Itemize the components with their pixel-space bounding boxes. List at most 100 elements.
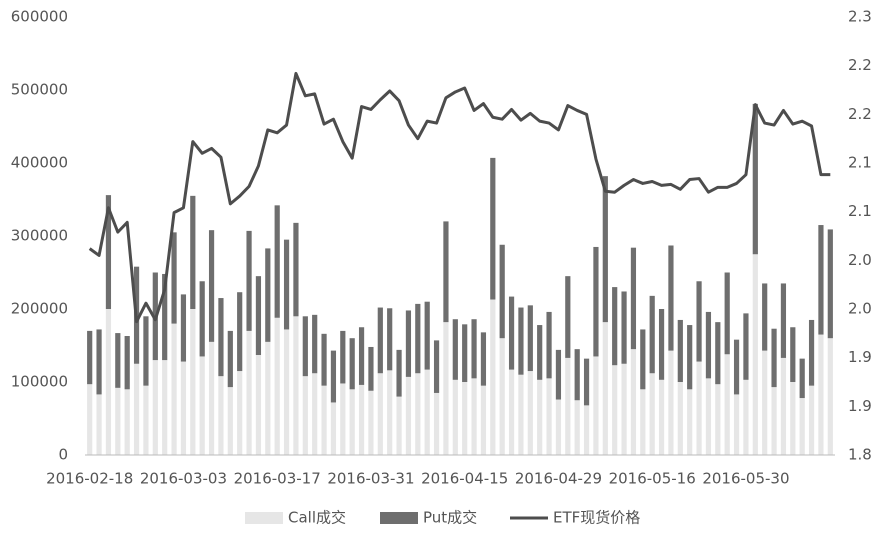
bar (780, 357, 787, 455)
bar (583, 405, 590, 455)
legend-swatch (380, 512, 418, 524)
bar (293, 316, 299, 455)
y2-tick-label: 1.9 (848, 348, 872, 366)
bar (480, 385, 487, 455)
bar (424, 301, 430, 370)
y-tick-label: 600000 (11, 8, 68, 26)
y2-tick-label: 1.9 (848, 397, 872, 415)
x-tick-label: 2016-05-16 (609, 470, 696, 488)
bar (715, 322, 721, 385)
bar (199, 356, 205, 455)
bar (499, 338, 505, 455)
y-tick-label: 200000 (11, 300, 68, 318)
bar (227, 330, 233, 388)
bar (415, 303, 421, 374)
bar (321, 385, 327, 455)
bar (133, 363, 140, 455)
y-tick-label: 300000 (11, 227, 68, 245)
bar (87, 330, 93, 385)
bar (808, 319, 815, 386)
bar (162, 273, 168, 361)
bar (621, 363, 627, 455)
bar (527, 371, 533, 455)
bar (368, 346, 374, 391)
bar (743, 313, 749, 380)
bar (124, 389, 130, 455)
bar (658, 309, 665, 380)
y-tick-label: 500000 (11, 81, 68, 99)
bar (724, 354, 730, 455)
bar (640, 329, 646, 390)
y2-tick-label: 1.8 (848, 446, 872, 464)
bar (715, 384, 721, 455)
bar (508, 369, 515, 455)
bar (687, 389, 693, 455)
bar (574, 400, 580, 455)
bar (555, 399, 562, 455)
legend-label: ETF现货价格 (553, 509, 640, 527)
bar (246, 230, 252, 331)
bar (115, 333, 121, 388)
bar (265, 341, 271, 455)
bar (649, 295, 655, 374)
bar (302, 376, 308, 455)
bar (471, 319, 477, 379)
bar (330, 350, 337, 403)
y2-tick-label: 2.3 (848, 8, 872, 26)
bar (152, 360, 158, 455)
bar (508, 296, 515, 370)
bar (96, 394, 102, 455)
bar (527, 305, 533, 372)
bar (349, 338, 355, 390)
bar (499, 244, 505, 339)
bar (190, 309, 196, 455)
legend-label: Put成交 (423, 509, 477, 527)
bar (518, 307, 524, 375)
bar (593, 246, 599, 357)
bar (143, 385, 149, 455)
bar (696, 361, 702, 455)
bar (574, 349, 580, 401)
y2-tick-label: 2.2 (848, 56, 872, 74)
bar (827, 338, 833, 455)
bar (115, 387, 121, 455)
x-tick-label: 2016-04-15 (421, 470, 508, 488)
bar (818, 225, 824, 335)
bar (687, 325, 693, 390)
bar (640, 389, 646, 455)
y-tick-label: 100000 (11, 373, 68, 391)
bar (218, 376, 224, 455)
bar (96, 329, 102, 395)
bar (602, 176, 608, 323)
bar (105, 309, 112, 455)
bar (752, 103, 758, 255)
bar (377, 307, 383, 374)
bar (237, 292, 243, 372)
bar (283, 329, 290, 455)
bar (799, 358, 805, 399)
bar (630, 349, 637, 455)
bar (274, 205, 280, 318)
bar (377, 373, 383, 455)
bar (443, 322, 449, 455)
x-tick-label: 2016-04-29 (515, 470, 602, 488)
bar (321, 333, 327, 386)
bar (387, 308, 393, 371)
bar (649, 373, 655, 455)
bar (452, 319, 458, 380)
bar (668, 350, 674, 455)
bar (471, 378, 477, 455)
bar (612, 365, 618, 455)
bar (593, 356, 599, 455)
price-line (88, 71, 831, 324)
bar (677, 319, 683, 382)
bar (443, 221, 449, 323)
bar (283, 239, 290, 330)
bar (696, 281, 702, 362)
bar (265, 248, 271, 342)
bar (358, 384, 365, 455)
bar (677, 382, 683, 455)
bar (583, 358, 590, 406)
bar (302, 316, 308, 377)
